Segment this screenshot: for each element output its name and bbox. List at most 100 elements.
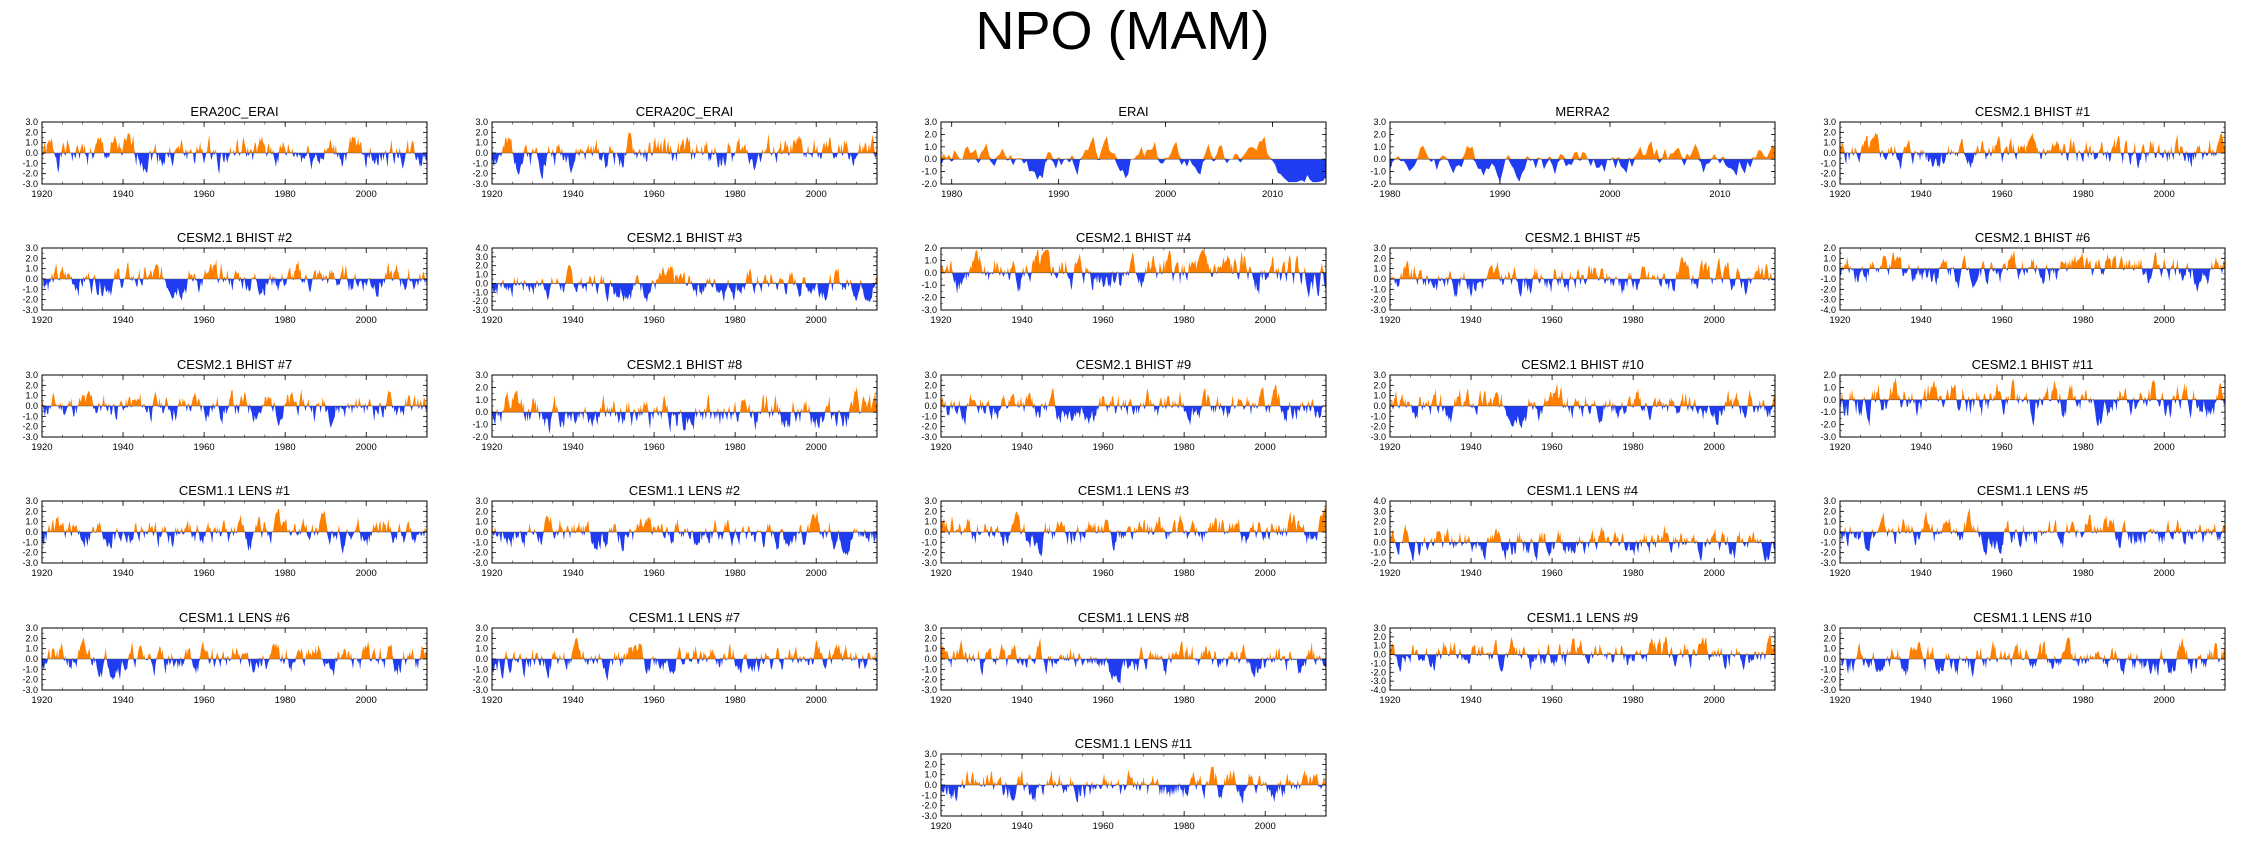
x-tick-label: 1960: [194, 695, 215, 706]
x-tick-label: 1940: [1910, 695, 1931, 706]
positive-anomaly-area: [941, 136, 1326, 160]
x-tick-label: 1940: [1011, 442, 1032, 453]
negative-anomaly-area: [42, 659, 427, 681]
x-tick-label: 1920: [1829, 695, 1850, 706]
x-tick-label: 1920: [1379, 695, 1400, 706]
x-tick-label: 1980: [275, 442, 296, 453]
x-tick-label: 1940: [112, 568, 133, 579]
positive-anomaly-area: [42, 509, 427, 532]
y-tick-label: 2.0: [475, 633, 488, 643]
x-tick-label: 1960: [1093, 315, 1114, 326]
y-tick-label: 2.0: [924, 633, 937, 643]
positive-anomaly-area: [42, 637, 427, 659]
panel-title: CESM1.1 LENS #11: [1075, 736, 1193, 751]
x-tick-label: 1980: [725, 568, 746, 579]
x-tick-label: 1940: [562, 189, 583, 200]
x-tick-label: 1920: [930, 821, 951, 832]
y-tick-label: 0.0: [924, 154, 937, 164]
positive-anomaly-area: [492, 386, 877, 413]
y-tick-label: 1.0: [475, 138, 488, 148]
x-tick-label: 1920: [31, 189, 52, 200]
y-tick-label: 0.0: [1823, 654, 1836, 664]
y-tick-label: -1.0: [1820, 274, 1836, 284]
y-tick-label: 3.0: [1373, 506, 1386, 516]
negative-anomaly-area: [941, 406, 1326, 426]
y-tick-label: 1.0: [1823, 644, 1836, 654]
panel-title: CERA20C_ERAI: [636, 104, 734, 119]
chart-panel: -3.0-2.0-1.00.01.02.03.0 1920 1940 1960 1980…: [22, 104, 428, 200]
negative-anomaly-area: [492, 283, 877, 303]
x-tick-label: 1940: [1011, 315, 1032, 326]
y-tick-label: 1.0: [924, 517, 937, 527]
chart-panel: -3.0-2.0-1.00.01.02.03.0 1920 1940 1960 1980…: [472, 610, 878, 706]
x-tick-label: 1980: [275, 568, 296, 579]
negative-anomaly-area: [1390, 542, 1775, 562]
y-tick-label: -3.0: [472, 305, 488, 315]
y-tick-label: -3.0: [22, 305, 38, 315]
x-tick-label: 1920: [31, 315, 52, 326]
positive-anomaly-area: [941, 384, 1326, 406]
y-tick-label: 0.0: [1823, 148, 1836, 158]
negative-anomaly-area: [1840, 659, 2225, 678]
x-tick-label: 2000: [356, 568, 377, 579]
panel-title: MERRA2: [1555, 104, 1609, 119]
x-tick-label: 1940: [1460, 442, 1481, 453]
y-tick-label: 3.0: [25, 496, 38, 506]
panel-title: ERA20C_ERAI: [190, 104, 278, 119]
x-tick-label: 1960: [194, 442, 215, 453]
y-tick-label: -2.0: [1820, 675, 1836, 685]
y-tick-label: 1.0: [1373, 527, 1386, 537]
x-tick-label: 1990: [1489, 189, 1510, 200]
positive-anomaly-area: [941, 638, 1326, 659]
y-tick-label: -3.0: [921, 305, 937, 315]
x-tick-label: 2000: [1704, 695, 1725, 706]
chart-panel: -3.0-2.0-1.00.01.02.03.0 1920 1940 1960 1980…: [1370, 230, 1776, 326]
y-tick-label: -1.0: [921, 411, 937, 421]
x-tick-label: 1940: [112, 189, 133, 200]
panel-title: CESM2.1 BHIST #1: [1975, 104, 2090, 119]
y-tick-label: 0.0: [1373, 154, 1386, 164]
chart-panel: -3.0-2.0-1.00.01.02.03.0 1920 1940 1960 1980…: [1820, 610, 2226, 706]
panel-title: CESM1.1 LENS #5: [1977, 483, 2088, 498]
x-tick-label: 1980: [2073, 695, 2094, 706]
y-tick-label: -3.0: [22, 432, 38, 442]
y-tick-label: -1.0: [22, 284, 38, 294]
chart-panel: -3.0-2.0-1.00.01.02.03.0 1920 1940 1960 1980…: [472, 483, 878, 579]
y-tick-label: 2.0: [1823, 370, 1836, 380]
y-tick-label: 1.0: [1373, 391, 1386, 401]
y-tick-label: 1.0: [25, 138, 38, 148]
y-tick-label: 2.0: [25, 127, 38, 137]
x-tick-label: 1940: [112, 442, 133, 453]
positive-anomaly-area: [1390, 140, 1775, 160]
positive-anomaly-area: [492, 637, 877, 659]
x-tick-label: 2000: [806, 695, 827, 706]
panel-title: CESM1.1 LENS #7: [629, 610, 740, 625]
positive-anomaly-area: [1390, 256, 1775, 279]
y-tick-label: 0.0: [1373, 650, 1386, 660]
x-tick-label: 2000: [356, 315, 377, 326]
panel-title: CESM1.1 LENS #1: [179, 483, 290, 498]
x-tick-label: 1980: [2073, 568, 2094, 579]
y-tick-label: -3.0: [1820, 432, 1836, 442]
x-tick-label: 1980: [1623, 695, 1644, 706]
y-tick-label: -3.0: [1820, 295, 1836, 305]
y-tick-label: 3.0: [924, 496, 937, 506]
y-tick-label: 3.0: [25, 117, 38, 127]
y-tick-label: 1.0: [924, 142, 937, 152]
x-tick-label: 1960: [1992, 568, 2013, 579]
x-tick-label: 1960: [1992, 695, 2013, 706]
positive-anomaly-area: [1390, 383, 1775, 406]
y-tick-label: -3.0: [22, 558, 38, 568]
x-tick-label: 1960: [644, 695, 665, 706]
y-tick-label: 1.0: [1823, 517, 1836, 527]
x-tick-label: 2000: [2154, 568, 2175, 579]
x-tick-label: 1960: [1992, 442, 2013, 453]
y-tick-label: -1.0: [1370, 411, 1386, 421]
x-tick-label: 1980: [725, 315, 746, 326]
negative-anomaly-area: [42, 279, 427, 301]
x-tick-label: 1980: [1623, 442, 1644, 453]
plot-frame: [1389, 627, 1776, 691]
y-tick-label: 1.0: [1823, 253, 1836, 263]
y-tick-label: -1.0: [1370, 284, 1386, 294]
y-tick-label: -1.0: [472, 158, 488, 168]
